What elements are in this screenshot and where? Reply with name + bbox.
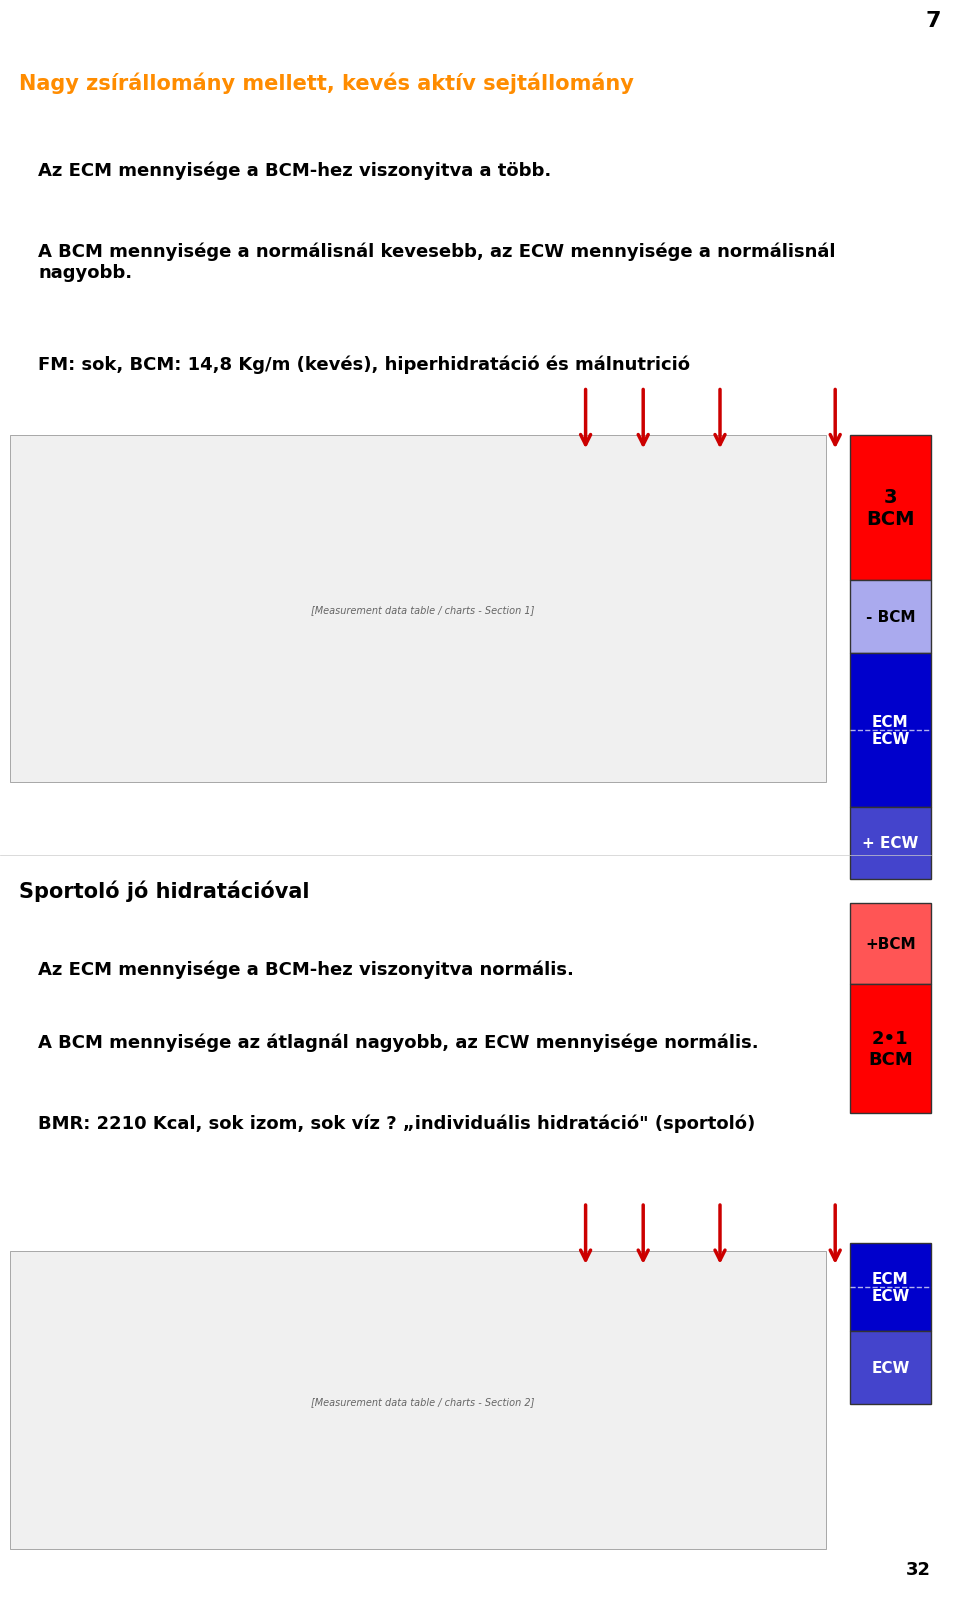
Text: + ECW: + ECW <box>862 836 919 851</box>
Text: [Measurement data table / charts - Section 1]: [Measurement data table / charts - Secti… <box>311 605 534 615</box>
Text: ECM
ECW: ECM ECW <box>872 1270 909 1304</box>
FancyBboxPatch shape <box>850 581 931 654</box>
FancyBboxPatch shape <box>850 436 931 581</box>
Text: Nagy zsírállomány mellett, kevés aktív sejtállomány: Nagy zsírállomány mellett, kevés aktív s… <box>19 73 634 94</box>
Text: ECM
ECW: ECM ECW <box>872 713 909 747</box>
FancyBboxPatch shape <box>850 985 931 1114</box>
FancyBboxPatch shape <box>850 654 931 807</box>
FancyBboxPatch shape <box>10 1251 826 1549</box>
Text: BMR: 2210 Kcal, sok izom, sok víz ? „individuális hidratáció" (sportoló): BMR: 2210 Kcal, sok izom, sok víz ? „ind… <box>38 1114 756 1131</box>
Text: [Measurement data table / charts - Section 2]: [Measurement data table / charts - Secti… <box>311 1396 534 1406</box>
Text: - BCM: - BCM <box>866 610 915 625</box>
FancyBboxPatch shape <box>10 436 826 783</box>
Text: Az ECM mennyisége a BCM-hez viszonyitva a több.: Az ECM mennyisége a BCM-hez viszonyitva … <box>38 161 552 179</box>
Text: 3
BCM: 3 BCM <box>866 487 915 529</box>
FancyBboxPatch shape <box>850 807 931 880</box>
Text: FM: sok, BCM: 14,8 Kg/m (kevés), hiperhidratáció és málnutrició: FM: sok, BCM: 14,8 Kg/m (kevés), hiperhi… <box>38 355 690 373</box>
Text: +BCM: +BCM <box>865 936 916 952</box>
FancyBboxPatch shape <box>850 1243 931 1332</box>
Text: A BCM mennyisége az átlagnál nagyobb, az ECW mennyisége normális.: A BCM mennyisége az átlagnál nagyobb, az… <box>38 1033 759 1051</box>
Text: 2•1
BCM: 2•1 BCM <box>868 1030 913 1068</box>
Text: Az ECM mennyisége a BCM-hez viszonyitva normális.: Az ECM mennyisége a BCM-hez viszonyitva … <box>38 960 574 978</box>
Text: 7: 7 <box>925 11 941 31</box>
Text: ECW: ECW <box>872 1361 909 1375</box>
FancyBboxPatch shape <box>850 904 931 985</box>
FancyBboxPatch shape <box>850 1332 931 1404</box>
Text: 32: 32 <box>906 1561 931 1578</box>
Text: A BCM mennyisége a normálisnál kevesebb, az ECW mennyisége a normálisnál
nagyobb: A BCM mennyisége a normálisnál kevesebb,… <box>38 242 836 281</box>
Text: Sportoló jó hidratációval: Sportoló jó hidratációval <box>19 880 310 901</box>
